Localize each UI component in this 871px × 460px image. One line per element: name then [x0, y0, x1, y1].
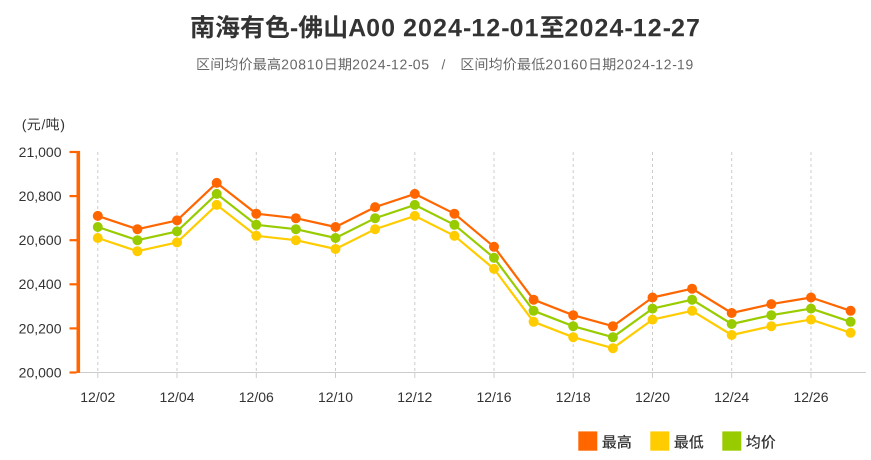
- svg-text:12/26: 12/26: [793, 389, 828, 405]
- svg-text:20,800: 20,800: [19, 188, 62, 204]
- svg-text:12/24: 12/24: [714, 389, 749, 405]
- svg-text:20,200: 20,200: [19, 320, 62, 336]
- svg-text:12/02: 12/02: [80, 389, 115, 405]
- svg-text:12/04: 12/04: [159, 389, 194, 405]
- svg-text:12/18: 12/18: [556, 389, 591, 405]
- svg-text:12/12: 12/12: [397, 389, 432, 405]
- svg-text:20,000: 20,000: [19, 364, 62, 380]
- svg-text:12/10: 12/10: [318, 389, 353, 405]
- svg-text:20,600: 20,600: [19, 232, 62, 248]
- svg-text:12/20: 12/20: [635, 389, 670, 405]
- svg-text:20,400: 20,400: [19, 276, 62, 292]
- svg-text:12/16: 12/16: [476, 389, 511, 405]
- svg-text:12/06: 12/06: [239, 389, 274, 405]
- svg-text:21,000: 21,000: [19, 144, 62, 160]
